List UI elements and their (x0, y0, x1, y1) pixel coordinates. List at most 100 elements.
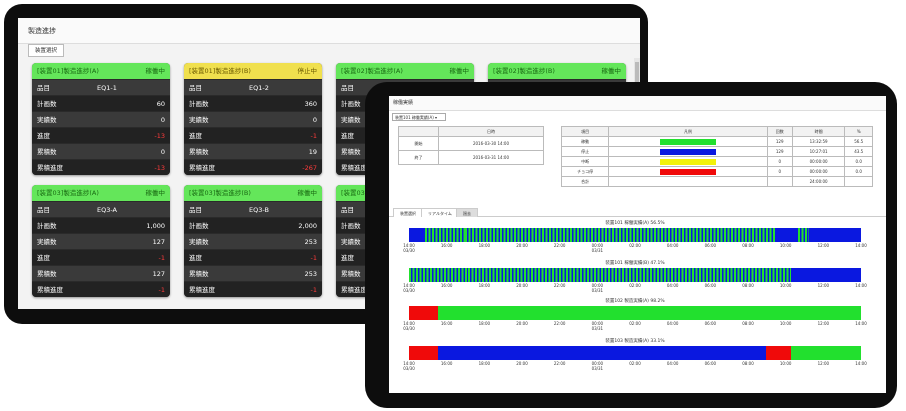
time-value: 10:27:01 (791, 146, 846, 157)
axis-date: 03/31 (591, 366, 604, 371)
percent-value: 56.5 (844, 136, 873, 147)
device-dropdown[interactable]: 装置101 稼働実績(A) ▾ (392, 113, 446, 121)
axis-tick: 08:00 (742, 321, 754, 326)
tab-realtime[interactable]: リアルタイム (421, 208, 459, 217)
tab-bar: 装置選択 リアルタイム 過去 (389, 207, 886, 217)
axis-tick: 12:00 (817, 243, 830, 248)
row-label: 累積数 (37, 148, 57, 156)
panel-row: 累積進度 -1 (184, 281, 322, 297)
row-label: 計画数 (341, 222, 361, 230)
row-label: 進度 (189, 254, 202, 262)
row-label: 累積進度 (189, 164, 215, 172)
row-value: 0 (160, 116, 165, 124)
row-label: 計画数 (37, 100, 57, 108)
axis-tick: 02:00 (629, 361, 641, 366)
panel-row: 進度 -13 (32, 127, 170, 143)
axis-tick: 18:00 (478, 321, 491, 326)
item-label: 停止 (560, 146, 610, 157)
time-axis: 14:00 16:00 18:00 20:00 22:00 00:00 02:00 04:00… (403, 243, 867, 255)
row-label: 品目 (37, 206, 50, 214)
panel-row: 進度 -1 (184, 249, 322, 265)
row-label: 累積数 (189, 270, 209, 278)
panel-title: [装置03]製造進捗(A) (37, 189, 99, 197)
panel-row: 累積数 0 (32, 143, 170, 159)
axis-tick: 04:00 (666, 321, 679, 326)
progress-panel: [装置03]製造進捗(B) 稼働中 品目 EQ3-B 計画数 2,000 実績数 253 進度 -… (184, 185, 322, 297)
row-label: 品目 (189, 84, 202, 92)
timeline-segment (424, 228, 466, 242)
timeline-segment (775, 228, 798, 242)
row-value: 127 (152, 270, 165, 278)
axis-tick: 02:00 (629, 283, 641, 288)
tab-history[interactable]: 過去 (456, 208, 478, 217)
progress-panel: [装置03]製造進捗(A) 稼働中 品目 EQ3-A 計画数 1,000 実績数 127 進度 -… (32, 185, 170, 297)
period-header-blank (398, 126, 439, 137)
panel-row: 累積進度 -1 (32, 281, 170, 297)
axis-tick: 02:00 (629, 243, 641, 248)
panel-row: 進度 -1 (32, 249, 170, 265)
legend-swatch (659, 168, 716, 175)
timeline-segment (438, 306, 861, 320)
timeline-segment (797, 228, 809, 242)
row-value: 1,000 (146, 222, 165, 230)
row-value: EQ3-A (97, 206, 118, 214)
axis-date: 03/30 (403, 326, 415, 331)
timeline-segment (467, 268, 791, 282)
panel-header: [装置02]製造進捗(A) 稼働中 (336, 63, 474, 79)
item-label: チョコ停 (560, 166, 610, 177)
panel-row: 計画数 2,000 (184, 217, 322, 233)
axis-tick: 22:00 (553, 361, 566, 366)
total-blank (844, 176, 873, 187)
axis-tick: 08:00 (742, 283, 754, 288)
legend-swatch (659, 138, 716, 145)
tab-device-select[interactable]: 装置選択 (393, 208, 423, 217)
axis-tick: 18:00 (478, 243, 491, 248)
row-value: -1 (310, 286, 317, 294)
axis-tick: 02:00 (629, 321, 641, 326)
axis-tick: 16:00 (440, 283, 453, 288)
axis-tick: 22:00 (553, 283, 566, 288)
row-label: 品目 (189, 206, 202, 214)
panel-title: [装置02]製造進捗(A) (341, 67, 403, 75)
panel-row: 累積進度 -267 (184, 159, 322, 175)
total-blank (766, 176, 793, 187)
timeline-segment (465, 228, 776, 242)
panel-row: 品目 EQ3-A (32, 201, 170, 217)
axis-tick: 20:00 (516, 283, 528, 288)
timeline-bar (409, 306, 861, 320)
legend-cell (608, 136, 768, 147)
axis-tick: 14:00 (855, 321, 867, 326)
row-label: 実績数 (341, 116, 361, 124)
row-value: -13 (154, 132, 165, 140)
row-label: 実績数 (37, 116, 57, 124)
timeline-segment (409, 346, 439, 360)
timeline-segment (409, 228, 425, 242)
chart-title: 装置103 製造実績(A) 33.1% (605, 339, 665, 344)
axis-tick: 06:00 (704, 243, 717, 248)
axis-tick: 00:00 (591, 283, 604, 288)
timeline-segment (790, 346, 861, 360)
axis-tick: 06:00 (704, 283, 717, 288)
device-select-button[interactable]: 装置選択 (28, 44, 65, 57)
panel-header: [装置02]製造進捗(B) 稼働中 (488, 63, 626, 79)
row-label: 累積数 (189, 148, 209, 156)
chart-title: 装置101 稼働実績(B) 47.1% (605, 261, 665, 266)
row-value: 0 (160, 148, 165, 156)
panel-row: 実績数 0 (184, 111, 322, 127)
status-badge: 稼働中 (601, 67, 622, 75)
page-title: 製造進捗 (18, 18, 640, 44)
row-label: 進度 (341, 254, 354, 262)
panel-row: 計画数 360 (184, 95, 322, 111)
percent-value: 43.5 (844, 146, 873, 157)
status-badge: 稼働中 (145, 67, 166, 75)
row-value: 2,000 (298, 222, 317, 230)
percent-value: 0.0 (844, 166, 873, 177)
axis-tick: 06:00 (704, 361, 717, 366)
row-value: 60 (156, 100, 165, 108)
start-label: 開始 (398, 136, 439, 151)
row-label: 累積数 (37, 270, 57, 278)
row-label: 実績数 (189, 238, 209, 246)
tablet-operation: 稼働実績 装置101 稼働実績(A) ▾ 日時 開始 2016-03-30 14:… (365, 82, 897, 408)
summary-header: 回数 (766, 126, 793, 137)
row-value: -13 (154, 164, 165, 172)
